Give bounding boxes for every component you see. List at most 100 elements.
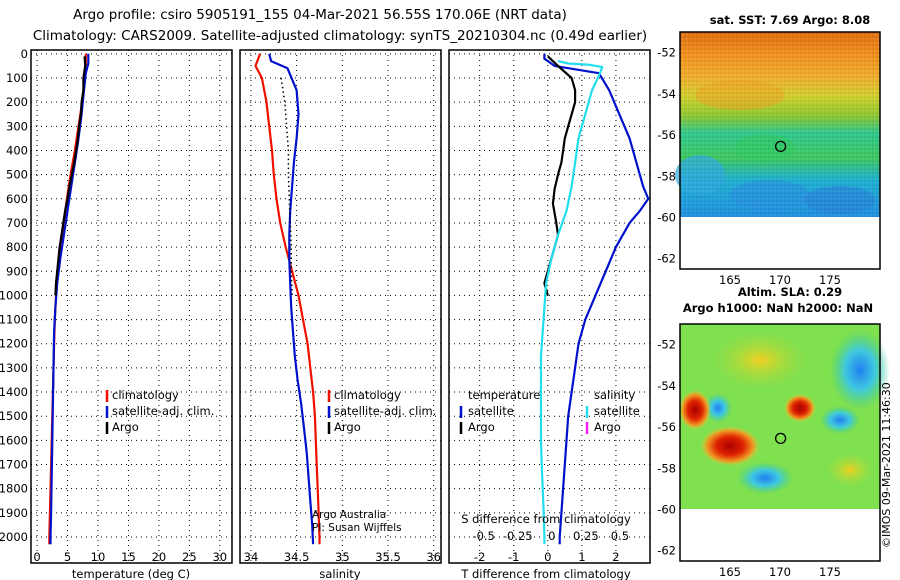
sst-texture — [680, 32, 880, 217]
lat-tick-label: -56 — [657, 420, 676, 434]
lon-tick-label: 165 — [719, 273, 741, 287]
depth-tick-label: 100 — [6, 71, 28, 85]
credit-line-2: PI: Susan Wijffels — [312, 522, 402, 534]
sst-map-frame — [679, 31, 881, 270]
depth-tick-label: 1700 — [0, 458, 28, 472]
map-tick-layer: 165 170 175 -52 -54 -56 -58 -60 -62 165 170 175 -52 -… — [657, 46, 841, 579]
x-tick-label: 1 — [578, 550, 585, 564]
sla-high-patch — [679, 390, 711, 430]
depth-tick-label: 300 — [6, 119, 28, 133]
sla-low-patch — [704, 393, 732, 423]
depth-tick-label: 800 — [6, 240, 28, 254]
lat-tick-label: -52 — [657, 46, 676, 60]
x-tick-label: 15 — [121, 550, 136, 564]
lat-tick-label: -58 — [657, 169, 676, 183]
x-tick-label: 5 — [64, 550, 71, 564]
x-tick-label: 34 — [244, 550, 259, 564]
grid-layer — [31, 50, 650, 563]
legend-climatology-label: climatology — [112, 388, 179, 402]
x-tick-label: 30 — [212, 550, 227, 564]
sla-map — [679, 323, 890, 562]
x-tick-label-top: 0.25 — [573, 529, 599, 543]
tick-label-layer: 0 5 10 15 20 25 30 34 34.5 35 35.5 36 -2 -1 0 1 2 -0.5 -0.… — [0, 47, 629, 564]
profile-line-layer — [48, 53, 650, 545]
title-line-2: Climatology: CARS2009. Satellite-adjuste… — [33, 28, 647, 44]
sla-low-patch — [830, 330, 890, 410]
salinity-legend: climatology satellite-adj. clim. Argo Ar… — [312, 388, 436, 534]
depth-tick-label: 1600 — [0, 433, 28, 447]
legend-t-argo-label: Argo — [468, 420, 495, 434]
sla-high-patch — [784, 394, 816, 422]
sst-no-data-region — [680, 217, 880, 269]
x-tick-label-top: -0.5 — [472, 529, 494, 543]
lat-tick-label: -56 — [657, 128, 676, 142]
x-tick-label: 36 — [426, 550, 441, 564]
depth-tick-label: 1000 — [0, 288, 28, 302]
series-line-climatology — [254, 53, 321, 545]
legend-climatology-label: climatology — [334, 388, 401, 402]
sla-high-patch — [700, 426, 760, 466]
lat-tick-label: -60 — [657, 502, 676, 516]
legend-satellite-label: satellite-adj. clim. — [112, 404, 214, 418]
legend-s-satellite-label: satellite — [594, 404, 640, 418]
temperature-legend: climatology satellite-adj. clim. Argo — [105, 388, 214, 434]
lon-tick-label: 170 — [769, 565, 791, 579]
depth-tick-label: 1500 — [0, 409, 28, 423]
sst-map — [675, 31, 881, 270]
depth-tick-label: 1800 — [0, 482, 28, 496]
credit-line-1: Argo Australia — [312, 509, 386, 521]
salinity-panel-frame — [239, 49, 442, 564]
x-tick-label-top: 0.5 — [611, 529, 629, 543]
x-tick-label: 35 — [335, 550, 350, 564]
depth-tick-label: 1300 — [0, 361, 28, 375]
depth-tick-label: 1100 — [0, 313, 28, 327]
depth-tick-label: 500 — [6, 168, 28, 182]
x-tick-label: 20 — [152, 550, 167, 564]
lat-tick-label: -52 — [657, 338, 676, 352]
lat-tick-label: -60 — [657, 210, 676, 224]
argo-position-marker — [774, 432, 787, 445]
depth-tick-label: 1200 — [0, 337, 28, 351]
depth-tick-label: 2000 — [0, 530, 28, 544]
legend-satellite-label: satellite-adj. clim. — [334, 404, 436, 418]
sla-low-patch — [737, 462, 793, 494]
x-tick-label: 2 — [612, 550, 619, 564]
s-difference-axis-label: S difference from climatology — [461, 512, 631, 526]
imos-timestamp: ©IMOS 09-Mar-2021 11:46:30 — [880, 382, 893, 548]
lat-tick-label: -58 — [657, 461, 676, 475]
legend-argo-label: Argo — [334, 420, 361, 434]
depth-tick-label: 200 — [6, 95, 28, 109]
sla-map-subtitle: Argo h1000: NaN h2000: NaN — [683, 301, 873, 315]
depth-tick-label: 400 — [6, 143, 28, 157]
series-line-temperature-satellite — [543, 53, 650, 545]
depth-tick-label: 700 — [6, 216, 28, 230]
x-tick-label: 0 — [33, 550, 40, 564]
t-difference-axis-label: T difference from climatology — [460, 567, 631, 580]
title-line-1: Argo profile: csiro 5905191_155 04-Mar-2… — [73, 7, 567, 23]
sla-high-patch — [710, 330, 810, 390]
difference-panel-frame — [448, 49, 651, 564]
lat-tick-label: -54 — [657, 87, 676, 101]
series-line-satellite-adj-clim- — [268, 53, 315, 545]
x-tick-label: 25 — [182, 550, 197, 564]
x-tick-label: 0 — [544, 550, 551, 564]
lat-tick-label: -54 — [657, 379, 676, 393]
difference-legend: temperature salinity satellite Argo sate… — [459, 388, 640, 434]
x-tick-label: 34.5 — [284, 550, 310, 564]
sst-map-title: sat. SST: 7.69 Argo: 8.08 — [710, 13, 870, 27]
legend-s-argo-label: Argo — [594, 420, 621, 434]
lon-tick-label: 175 — [819, 273, 841, 287]
salinity-axis-label: salinity — [319, 567, 360, 580]
series-line-salinity-satellite — [539, 60, 604, 545]
legend-salinity-title: salinity — [594, 388, 635, 402]
depth-tick-label: 1400 — [0, 385, 28, 399]
argo-position-marker — [774, 140, 787, 153]
depth-tick-label: 900 — [6, 264, 28, 278]
x-tick-label: 10 — [91, 550, 106, 564]
x-tick-label: -1 — [508, 550, 519, 564]
temperature-panel-frame — [30, 49, 233, 564]
legend-temperature-title: temperature — [468, 388, 540, 402]
depth-tick-label: 0 — [21, 47, 28, 61]
series-line-temperature-argo — [543, 55, 577, 296]
